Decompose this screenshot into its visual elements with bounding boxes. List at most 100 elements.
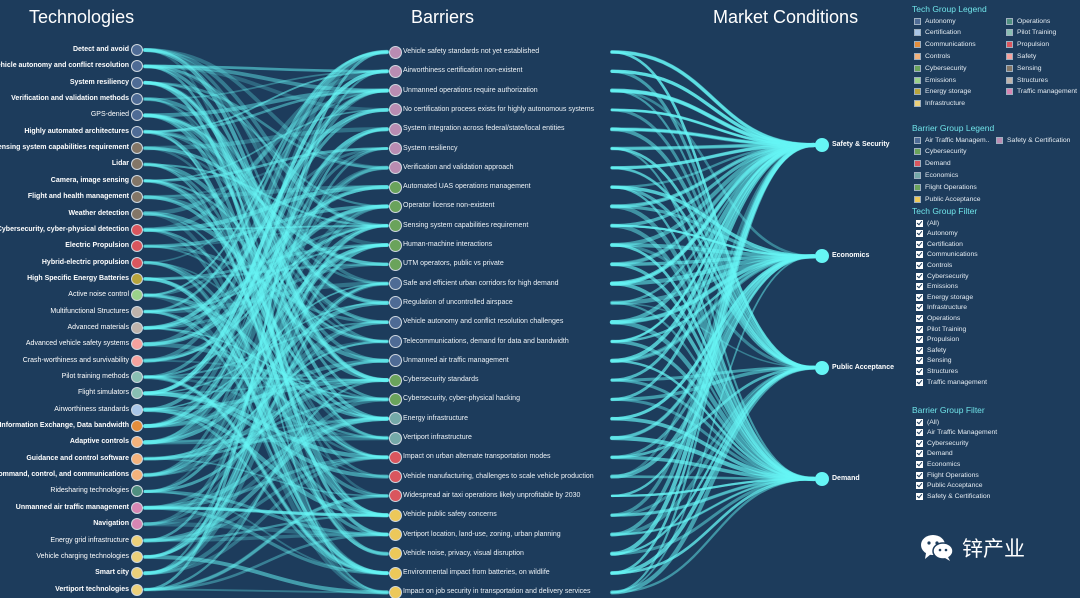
technology-node[interactable] [131,403,143,416]
barrier-node[interactable] [388,122,402,136]
tech-filter-option[interactable]: Operations [916,313,960,323]
technology-node[interactable] [131,338,143,351]
technology-node[interactable] [131,44,143,56]
barrier-filter-option[interactable]: Public Acceptance [916,481,983,491]
technology-node[interactable] [131,76,143,89]
checkbox-checked-icon[interactable] [916,492,923,500]
checkbox-checked-icon[interactable] [916,378,923,386]
tech-filter-option[interactable]: Controls [916,260,952,270]
tech-filter-option[interactable]: Pilot Training [916,324,966,334]
barrier-node[interactable] [388,277,402,291]
tech-filter-option[interactable]: Structures [916,366,958,376]
barrier-node[interactable] [388,392,402,406]
barrier-node[interactable] [388,547,402,561]
tech-filter-option[interactable]: Energy storage [916,292,973,302]
barrier-node[interactable] [388,103,402,117]
barrier-node[interactable] [388,508,402,522]
checkbox-checked-icon[interactable] [916,240,923,248]
checkbox-checked-icon[interactable] [916,251,923,259]
tech-filter-option[interactable]: Traffic management [916,377,987,387]
technology-node[interactable] [131,60,143,73]
tech-filter-option[interactable]: Cybersecurity [916,271,969,281]
technology-node[interactable] [131,174,143,187]
technology-node[interactable] [131,289,143,302]
technology-node[interactable] [131,158,143,171]
tech-filter-option[interactable]: Certification [916,239,963,249]
technology-node[interactable] [131,125,143,138]
technology-node[interactable] [131,191,143,204]
barrier-node[interactable] [388,64,402,78]
barrier-filter-option[interactable]: Cybersecurity [916,438,969,448]
barrier-node[interactable] [388,257,402,271]
technology-node[interactable] [131,420,143,433]
checkbox-checked-icon[interactable] [916,460,923,468]
barrier-node[interactable] [388,335,402,348]
checkbox-checked-icon[interactable] [916,418,923,426]
technology-node[interactable] [131,354,143,367]
checkbox-checked-icon[interactable] [916,429,923,437]
barrier-filter-option[interactable]: Safety & Certification [916,491,990,501]
tech-filter-option[interactable]: (All) [916,218,939,228]
tech-filter-option[interactable]: Infrastructure [916,303,967,313]
barrier-node[interactable] [388,142,402,155]
technology-node[interactable] [131,583,143,596]
barrier-node[interactable] [388,585,402,598]
tech-filter-option[interactable]: Sensing [916,356,952,366]
barrier-node[interactable] [388,373,402,387]
checkbox-checked-icon[interactable] [916,450,923,458]
checkbox-checked-icon[interactable] [916,346,923,354]
technology-node[interactable] [131,240,143,253]
checkbox-checked-icon[interactable] [916,293,923,301]
technology-node[interactable] [131,550,143,563]
technology-node[interactable] [131,436,143,449]
barrier-node[interactable] [388,354,402,368]
checkbox-checked-icon[interactable] [916,482,923,490]
technology-node[interactable] [131,207,143,220]
barrier-node[interactable] [388,219,402,233]
technology-node[interactable] [131,452,143,465]
barrier-node[interactable] [388,199,402,213]
barrier-filter-option[interactable]: Air Traffic Management [916,428,997,438]
tech-filter-option[interactable]: Autonomy [916,229,958,239]
barrier-node[interactable] [388,431,402,445]
checkbox-checked-icon[interactable] [916,314,923,322]
technology-node[interactable] [131,387,143,400]
checkbox-checked-icon[interactable] [916,357,923,365]
barrier-node[interactable] [388,315,402,329]
barrier-node[interactable] [388,238,402,252]
technology-node[interactable] [131,142,143,155]
technology-node[interactable] [131,256,143,269]
market-node[interactable] [815,360,829,375]
checkbox-checked-icon[interactable] [916,367,923,375]
technology-node[interactable] [131,469,143,482]
barrier-node[interactable] [388,84,402,98]
checkbox-checked-icon[interactable] [916,261,923,269]
barrier-node[interactable] [388,296,402,310]
barrier-node[interactable] [388,470,402,484]
technology-node[interactable] [131,321,143,334]
tech-filter-option[interactable]: Safety [916,345,946,355]
checkbox-checked-icon[interactable] [916,230,923,238]
barrier-filter-option[interactable]: Economics [916,459,960,469]
barrier-node[interactable] [388,180,402,194]
checkbox-checked-icon[interactable] [916,439,923,447]
checkbox-checked-icon[interactable] [916,336,923,344]
technology-node[interactable] [131,109,143,122]
technology-node[interactable] [131,567,143,580]
barrier-node[interactable] [388,412,402,426]
barrier-node[interactable] [388,489,402,503]
technology-node[interactable] [131,272,143,285]
checkbox-checked-icon[interactable] [916,325,923,333]
technology-node[interactable] [131,93,143,106]
checkbox-checked-icon[interactable] [916,272,923,280]
checkbox-checked-icon[interactable] [916,283,923,291]
tech-filter-option[interactable]: Propulsion [916,335,959,345]
barrier-node[interactable] [388,450,402,464]
barrier-filter-option[interactable]: Flight Operations [916,470,979,480]
barrier-filter-option[interactable]: Demand [916,449,953,459]
technology-node[interactable] [131,485,143,498]
technology-node[interactable] [131,223,143,236]
market-node[interactable] [815,471,829,486]
barrier-node[interactable] [388,566,402,580]
barrier-node[interactable] [388,528,402,541]
